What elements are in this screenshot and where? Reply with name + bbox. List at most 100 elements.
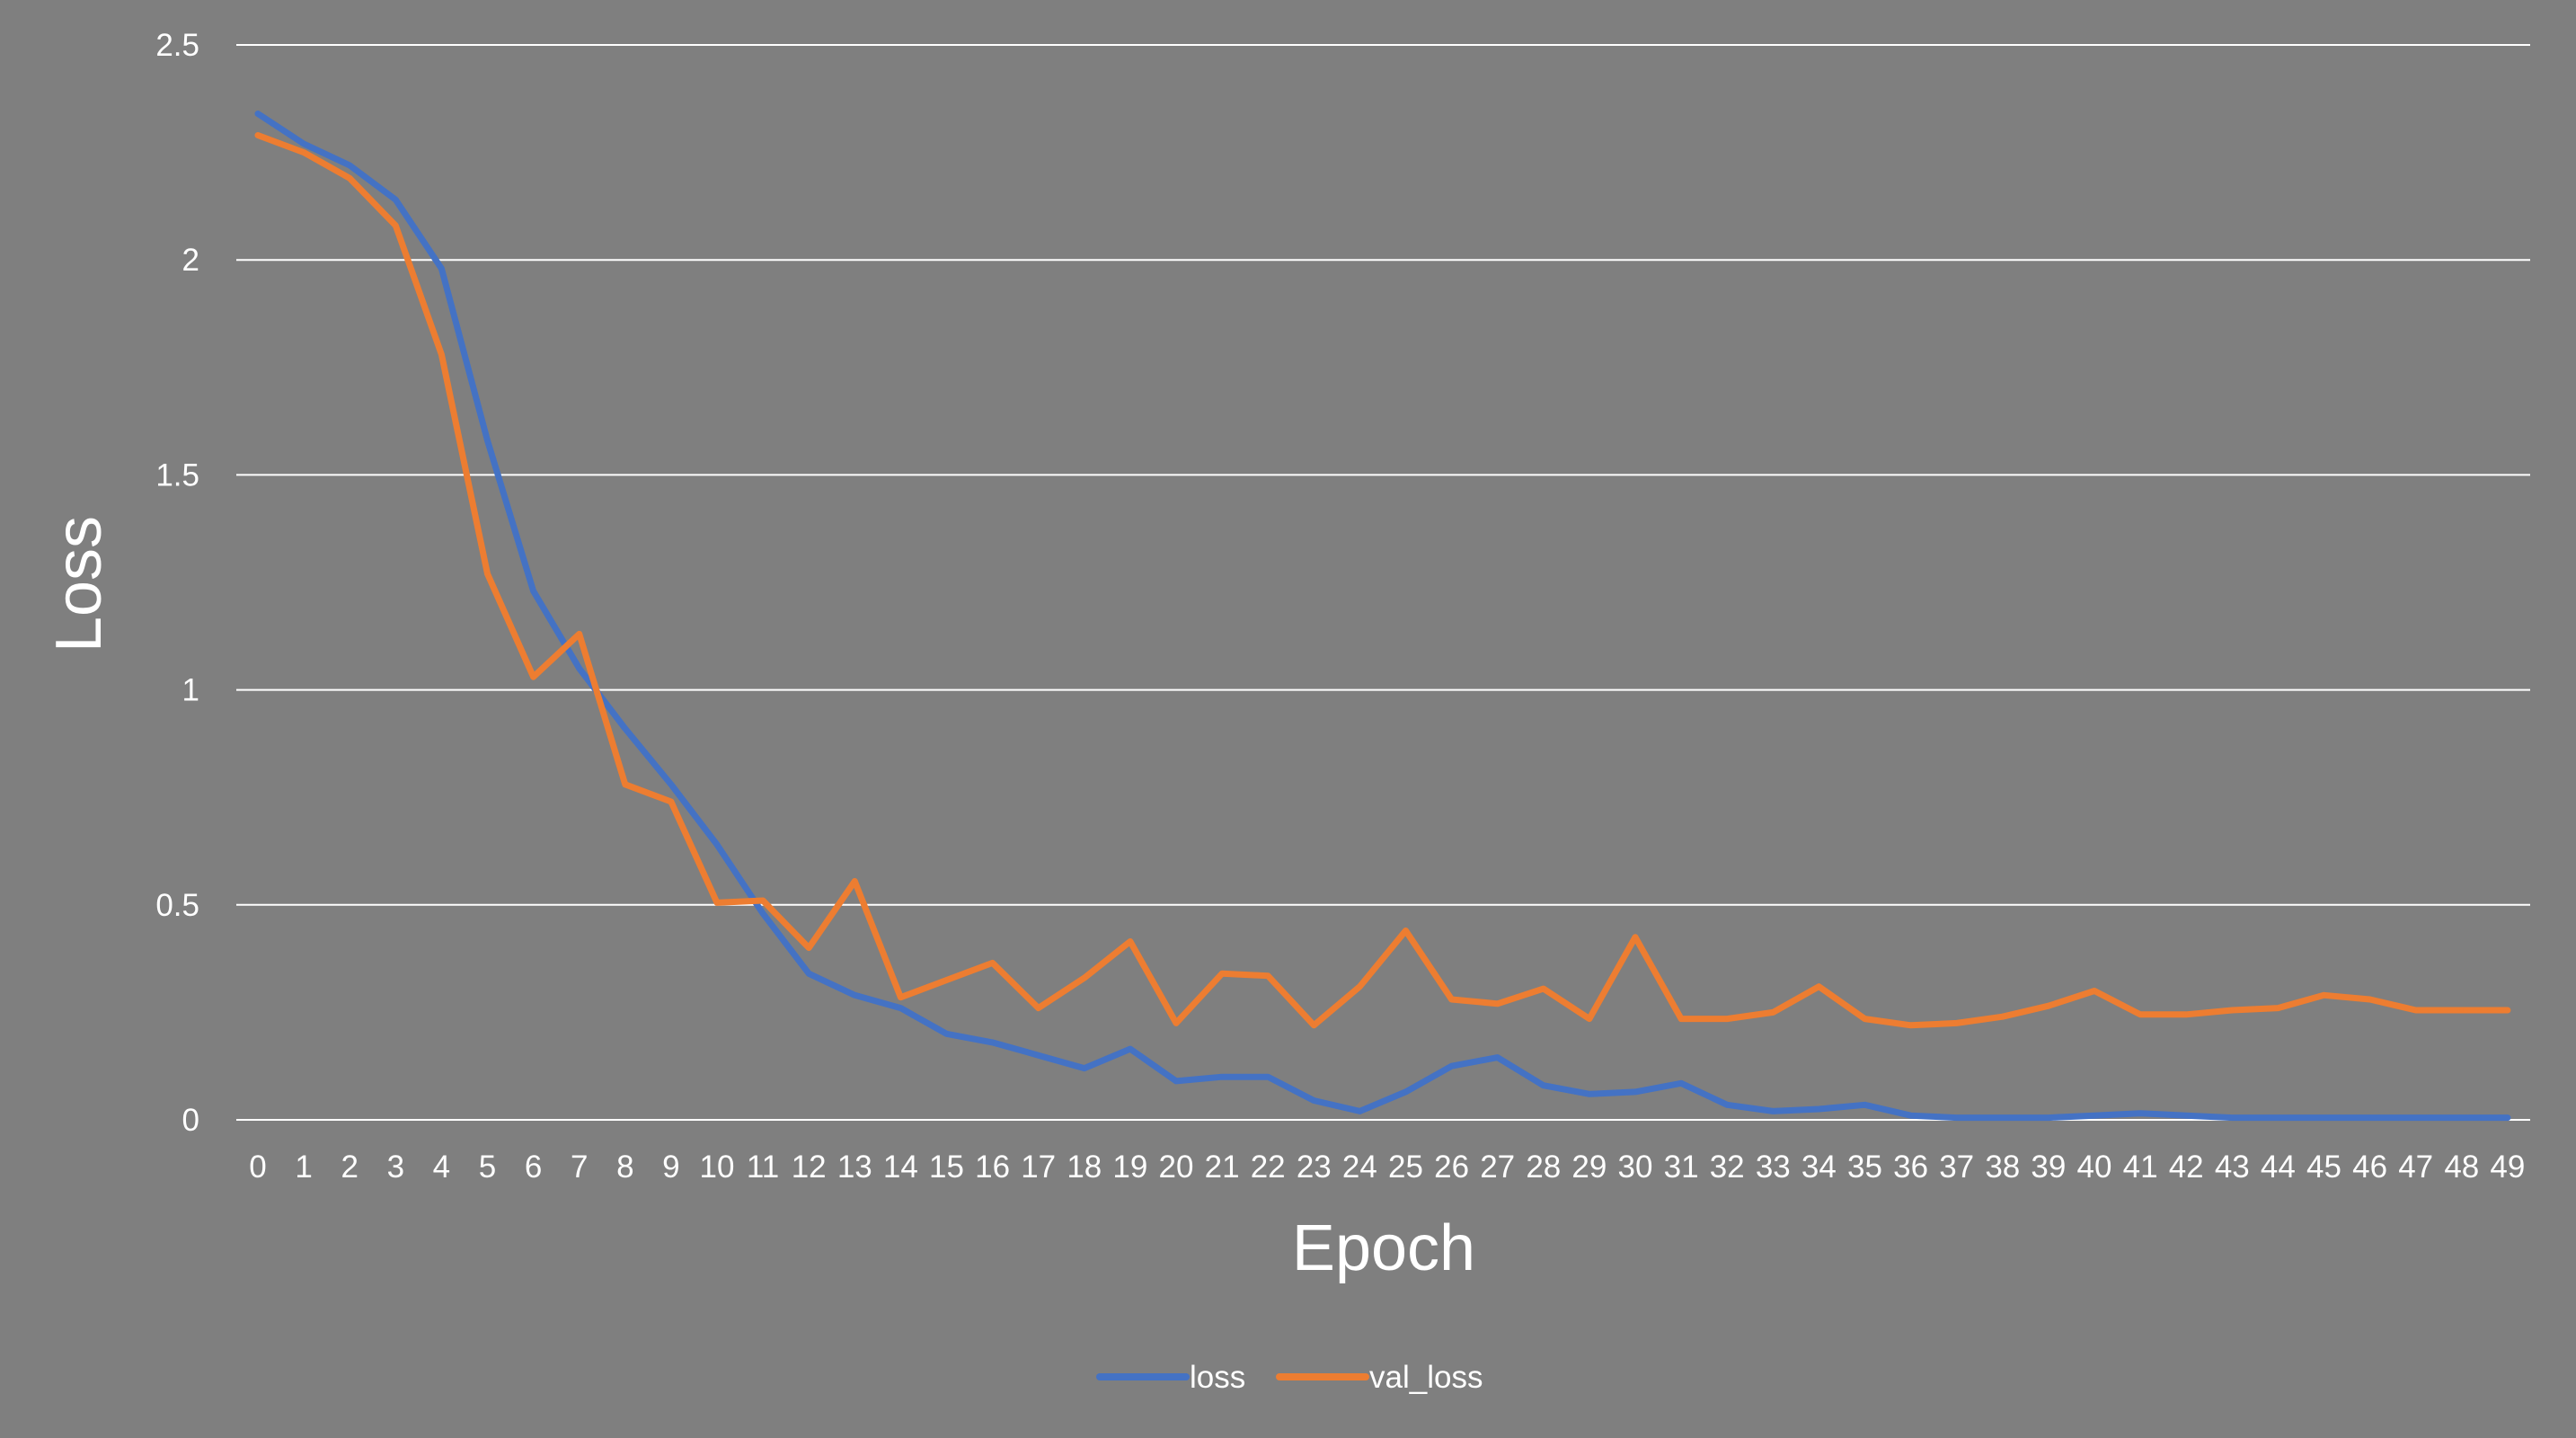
data-point-val-loss — [1082, 976, 1086, 981]
data-point-loss — [623, 726, 627, 731]
x-tick-label: 42 — [2169, 1150, 2204, 1185]
data-point-loss — [485, 439, 490, 443]
data-point-val-loss — [256, 133, 260, 138]
x-tick-label: 3 — [387, 1150, 404, 1185]
data-point-val-loss — [2459, 1008, 2464, 1013]
data-point-loss — [1082, 1066, 1086, 1070]
data-point-loss — [531, 589, 536, 593]
x-tick-label: 8 — [616, 1150, 633, 1185]
x-tick-label: 6 — [525, 1150, 542, 1185]
data-point-loss — [439, 266, 444, 271]
y-tick-label: 0 — [182, 1103, 199, 1138]
series-lines — [254, 111, 2511, 1122]
data-point-val-loss — [1220, 972, 1225, 976]
x-tick-label: 43 — [2215, 1150, 2250, 1185]
data-point-val-loss — [1541, 987, 1545, 991]
data-point-loss — [1174, 1078, 1178, 1083]
data-point-val-loss — [2000, 1015, 2005, 1019]
data-point-loss — [1863, 1103, 1867, 1107]
x-tick-label: 49 — [2490, 1150, 2525, 1185]
x-tick-label: 47 — [2398, 1150, 2433, 1185]
x-tick-label: 40 — [2077, 1150, 2112, 1185]
gridlines — [236, 44, 2530, 1121]
data-point-val-loss — [853, 879, 857, 883]
data-point-loss — [2046, 1115, 2050, 1120]
x-tick-label: 36 — [1893, 1150, 1928, 1185]
x-tick-label: 23 — [1297, 1150, 1332, 1185]
data-point-val-loss — [1725, 1016, 1730, 1021]
legend: loss val_loss — [1096, 1360, 1483, 1395]
x-tick-label: 10 — [700, 1150, 735, 1185]
data-point-val-loss — [2093, 989, 2096, 993]
x-tick-label: 26 — [1434, 1150, 1469, 1185]
data-point-loss — [1495, 1055, 1500, 1060]
x-tick-label: 44 — [2261, 1150, 2296, 1185]
data-point-loss — [1771, 1109, 1775, 1114]
data-point-val-loss — [2413, 1008, 2418, 1013]
data-point-loss — [944, 1032, 949, 1036]
data-point-loss — [1817, 1107, 1821, 1112]
data-point-loss — [2184, 1114, 2189, 1118]
x-tick-label: 2 — [341, 1150, 358, 1185]
data-point-loss — [2368, 1115, 2372, 1120]
data-point-loss — [668, 782, 673, 786]
data-point-val-loss — [1679, 1016, 1684, 1021]
data-point-loss — [1725, 1103, 1730, 1107]
x-tick-label: 45 — [2306, 1150, 2341, 1185]
data-point-loss — [2230, 1115, 2235, 1120]
data-point-loss — [2459, 1115, 2464, 1120]
data-point-loss — [2000, 1115, 2005, 1120]
data-point-val-loss — [2184, 1012, 2189, 1016]
data-point-val-loss — [668, 799, 673, 803]
data-point-loss — [2276, 1115, 2280, 1120]
data-point-loss — [302, 142, 306, 146]
x-tick-label: 12 — [792, 1150, 827, 1185]
x-tick-label: 35 — [1847, 1150, 1882, 1185]
x-tick-label: 11 — [747, 1150, 779, 1185]
data-point-loss — [1128, 1047, 1132, 1052]
x-tick-label: 32 — [1710, 1150, 1745, 1185]
x-tick-label: 21 — [1205, 1150, 1240, 1185]
x-tick-label: 39 — [2031, 1150, 2066, 1185]
data-point-val-loss — [1403, 928, 1408, 933]
data-point-loss — [1541, 1083, 1545, 1087]
data-point-val-loss — [1312, 1023, 1316, 1027]
data-point-val-loss — [577, 632, 581, 636]
x-tick-label: 38 — [1985, 1150, 2020, 1185]
y-tick-label: 1 — [182, 673, 199, 708]
data-point-loss — [1908, 1114, 1913, 1118]
x-tick-label: 29 — [1571, 1150, 1607, 1185]
data-point-val-loss — [1954, 1021, 1959, 1025]
data-point-loss — [1587, 1092, 1591, 1096]
data-point-val-loss — [531, 675, 536, 679]
x-tick-label: 4 — [433, 1150, 450, 1185]
data-point-loss — [853, 993, 857, 998]
data-point-val-loss — [990, 961, 995, 965]
data-point-val-loss — [807, 945, 811, 950]
data-point-val-loss — [2046, 1004, 2050, 1008]
y-tick-label: 2.5 — [155, 28, 199, 63]
x-tick-label: 34 — [1801, 1150, 1837, 1185]
data-point-loss — [715, 842, 719, 847]
data-point-loss — [1036, 1053, 1040, 1058]
x-tick-label: 41 — [2123, 1150, 2158, 1185]
x-tick-label: 7 — [571, 1150, 588, 1185]
data-point-val-loss — [1266, 973, 1270, 978]
data-point-loss — [577, 666, 581, 670]
data-point-val-loss — [1036, 1006, 1040, 1010]
data-point-loss — [1449, 1064, 1454, 1069]
data-point-loss — [1403, 1089, 1408, 1094]
x-tick-label: 5 — [479, 1150, 496, 1185]
y-axis-title: Loss — [43, 516, 115, 652]
x-tick-label: 0 — [249, 1150, 266, 1185]
x-tick-label: 15 — [929, 1150, 964, 1185]
data-point-val-loss — [1863, 1016, 1867, 1021]
data-point-val-loss — [1587, 1016, 1591, 1021]
x-tick-label: 9 — [662, 1150, 679, 1185]
data-point-val-loss — [761, 899, 766, 903]
data-point-val-loss — [623, 782, 627, 786]
x-tick-label: 48 — [2444, 1150, 2479, 1185]
data-point-val-loss — [2230, 1008, 2235, 1013]
